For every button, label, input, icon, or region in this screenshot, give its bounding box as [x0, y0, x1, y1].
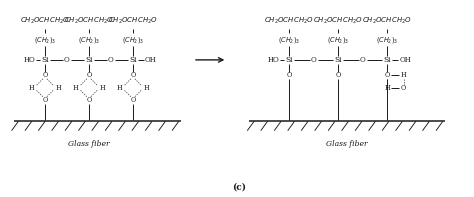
Text: $(CH_2)_3$: $(CH_2)_3$: [376, 35, 398, 45]
Text: HO: HO: [23, 56, 35, 64]
Text: H: H: [143, 84, 149, 92]
Text: (c): (c): [232, 183, 246, 192]
Text: $CH_2OCHCH_2O$: $CH_2OCHCH_2O$: [64, 16, 114, 26]
Text: O: O: [42, 96, 47, 104]
Text: O: O: [311, 56, 317, 64]
Text: O: O: [384, 71, 390, 79]
Text: $(CH_2)_3$: $(CH_2)_3$: [34, 35, 56, 45]
Text: H: H: [55, 84, 61, 92]
Text: H: H: [73, 84, 79, 92]
Text: Si: Si: [285, 56, 293, 64]
Text: H: H: [117, 84, 122, 92]
Text: HO: HO: [268, 56, 280, 64]
Text: O: O: [86, 96, 91, 104]
Text: Glass fiber: Glass fiber: [326, 140, 368, 148]
Text: $(CH_2)_3$: $(CH_2)_3$: [78, 35, 100, 45]
Text: Si: Si: [129, 56, 137, 64]
Text: OH: OH: [399, 56, 411, 64]
Text: Glass fiber: Glass fiber: [68, 140, 109, 148]
Text: O: O: [108, 56, 114, 64]
Text: H: H: [99, 84, 105, 92]
Text: $CH_2OCHCH_2O$: $CH_2OCHCH_2O$: [313, 16, 363, 26]
Text: H: H: [384, 84, 390, 92]
Text: Si: Si: [41, 56, 49, 64]
Text: O: O: [64, 56, 70, 64]
Text: O: O: [360, 56, 365, 64]
Text: H: H: [29, 84, 35, 92]
Text: $CH_2OCHCH_2O$: $CH_2OCHCH_2O$: [264, 16, 314, 26]
Text: O: O: [401, 84, 406, 92]
Text: $CH_2OCHCH_2O$: $CH_2OCHCH_2O$: [108, 16, 158, 26]
Text: $CH_2OCHCH_2O$: $CH_2OCHCH_2O$: [362, 16, 412, 26]
Text: O: O: [336, 71, 341, 79]
Text: Si: Si: [334, 56, 342, 64]
Text: O: O: [42, 71, 47, 79]
Text: O: O: [86, 71, 91, 79]
Text: O: O: [287, 71, 292, 79]
Text: O: O: [130, 71, 136, 79]
Text: Si: Si: [85, 56, 92, 64]
Text: H: H: [401, 71, 407, 79]
Text: O: O: [130, 96, 136, 104]
Text: $(CH_2)_3$: $(CH_2)_3$: [122, 35, 144, 45]
Text: Si: Si: [383, 56, 391, 64]
Text: $(CH_2)_3$: $(CH_2)_3$: [278, 35, 301, 45]
Text: $CH_2OCHCH_2O$: $CH_2OCHCH_2O$: [20, 16, 70, 26]
Text: $(CH_2)_3$: $(CH_2)_3$: [327, 35, 349, 45]
Text: OH: OH: [145, 56, 157, 64]
